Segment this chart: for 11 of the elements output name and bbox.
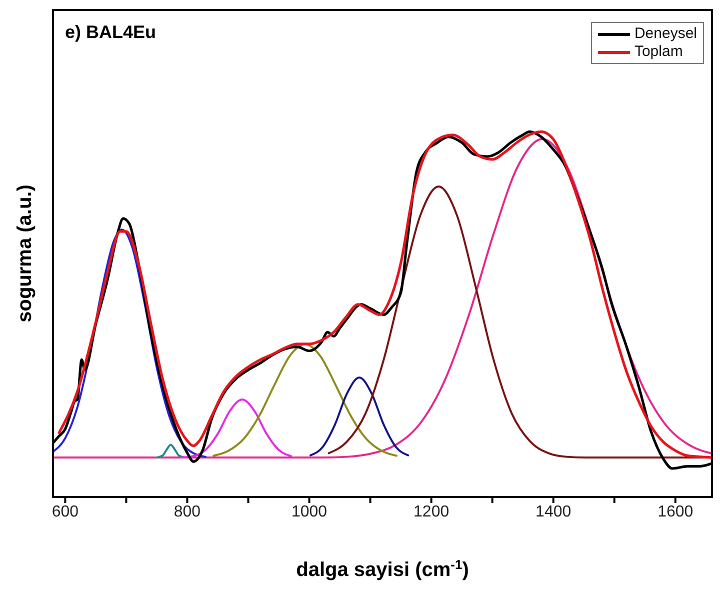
x-tick-label: 1600	[658, 503, 694, 520]
legend-label: Toplam	[634, 43, 683, 61]
chart-title: e) BAL4Eu	[65, 22, 156, 42]
x-axis-title: dalga sayisi (cm$^{-1}$)	[296, 556, 469, 581]
y-axis-title: sogurma (a.u.)	[14, 184, 36, 322]
x-tick-label: 1000	[291, 503, 328, 520]
legend-label: Deneysel	[634, 25, 697, 43]
x-tick-label: 1200	[414, 503, 450, 520]
x-tick-label: 800	[174, 503, 201, 520]
x-tick-label: 1400	[536, 503, 572, 520]
x-tick-label: 600	[52, 503, 79, 520]
